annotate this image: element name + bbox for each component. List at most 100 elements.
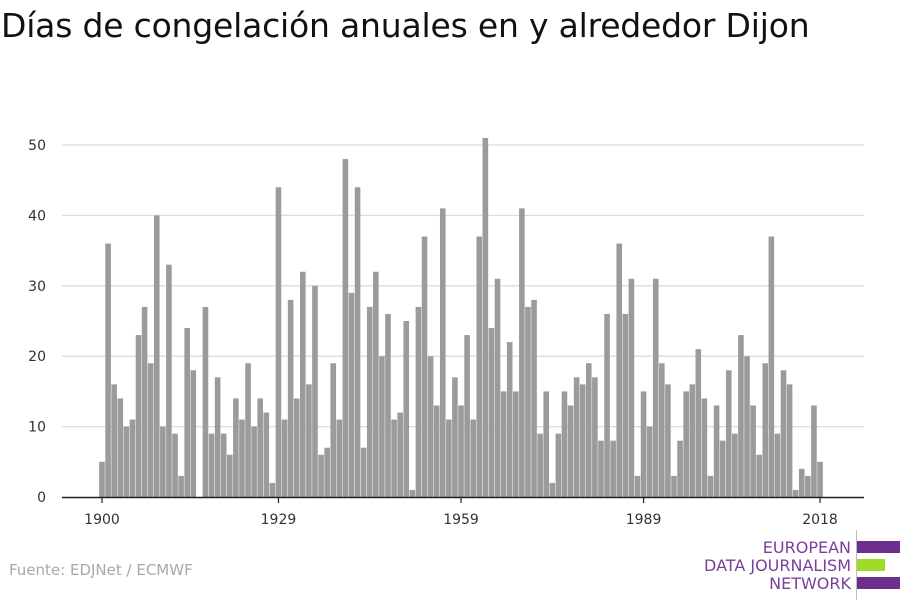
bar	[269, 482, 276, 497]
bar	[178, 475, 184, 497]
bar	[233, 398, 239, 497]
bar	[519, 208, 525, 498]
bar	[117, 398, 124, 497]
bar	[786, 384, 793, 497]
bar	[153, 215, 160, 497]
bar	[768, 236, 775, 497]
bar	[561, 391, 568, 497]
logo-bar-purple-bottom	[857, 577, 900, 589]
bar	[811, 405, 817, 497]
x-tick-label: 1900	[84, 512, 120, 528]
bar	[494, 278, 501, 497]
bar	[208, 433, 215, 497]
bar	[640, 391, 647, 497]
bar	[135, 335, 142, 497]
bar	[354, 187, 361, 498]
x-tick-label: 1959	[443, 512, 479, 528]
bar	[391, 419, 397, 497]
bar	[300, 271, 306, 497]
bar	[732, 433, 738, 497]
bar	[452, 377, 458, 497]
logo-line-3: NETWORK	[769, 574, 851, 593]
bar	[592, 377, 598, 497]
y-tick-label: 10	[28, 420, 46, 436]
y-tick-label: 40	[28, 208, 46, 224]
bar	[324, 447, 330, 497]
bar	[111, 384, 117, 497]
bar	[634, 475, 641, 497]
bar	[671, 475, 677, 497]
bar	[446, 419, 452, 497]
bar	[214, 377, 221, 497]
bar	[579, 384, 586, 497]
bar	[433, 405, 440, 497]
bar	[701, 398, 708, 497]
bar	[99, 461, 105, 497]
bar	[780, 370, 787, 497]
bar	[281, 419, 288, 497]
bar	[792, 489, 799, 497]
bar	[184, 328, 190, 497]
bar	[512, 391, 519, 497]
bar	[166, 264, 172, 497]
bar	[403, 321, 410, 497]
y-tick-label: 0	[37, 490, 46, 506]
bar	[543, 391, 550, 497]
bar	[245, 363, 251, 497]
bar	[586, 363, 592, 497]
bar	[123, 426, 130, 497]
bar	[725, 370, 732, 497]
bar	[251, 426, 257, 497]
bar	[306, 384, 312, 497]
chart-title: Días de congelación anuales en y alreded…	[1, 6, 810, 45]
bar	[774, 433, 781, 497]
bar	[628, 278, 635, 497]
bar	[549, 482, 556, 497]
bar	[604, 313, 610, 497]
x-tick-label: 2018	[802, 512, 838, 528]
bar	[360, 447, 367, 497]
bar	[756, 454, 762, 497]
bars	[99, 137, 823, 498]
bar	[336, 419, 343, 497]
bar	[537, 433, 543, 497]
bar	[476, 236, 483, 497]
logo-line-2: DATA JOURNALISM	[704, 556, 851, 575]
bar	[683, 391, 689, 497]
bar	[506, 342, 513, 497]
bar	[677, 440, 683, 497]
bar	[744, 356, 750, 497]
bar	[330, 363, 337, 497]
bar	[105, 243, 111, 497]
bar	[707, 475, 714, 497]
bar	[665, 384, 671, 497]
edjnet-logo: EUROPEAN DATA JOURNALISM NETWORK	[700, 530, 900, 600]
source-note: Fuente: EDJNet / ECMWF	[9, 561, 193, 579]
bar	[500, 391, 507, 497]
logo-bar-green	[857, 559, 885, 571]
bar	[379, 356, 385, 497]
bar	[275, 187, 282, 498]
bar	[366, 306, 373, 497]
bar	[695, 349, 702, 497]
logo-line-1: EUROPEAN	[762, 538, 851, 557]
bar	[421, 236, 428, 497]
logo-divider	[856, 530, 857, 600]
bar	[348, 292, 355, 497]
bar	[531, 299, 537, 497]
bar	[470, 419, 476, 497]
bar	[738, 335, 744, 497]
bar	[415, 306, 422, 497]
x-tick-label: 1989	[626, 512, 662, 528]
bar	[293, 398, 300, 497]
bar	[226, 454, 233, 497]
bar	[798, 468, 805, 497]
bar	[318, 454, 324, 497]
axes: 0 10 20 30 40 50 1900 1929 1959 1989 2018	[28, 138, 864, 528]
bar	[427, 356, 434, 497]
bar	[129, 419, 136, 497]
y-tick-label: 30	[28, 279, 46, 295]
bar	[525, 306, 531, 497]
bar	[147, 363, 154, 497]
